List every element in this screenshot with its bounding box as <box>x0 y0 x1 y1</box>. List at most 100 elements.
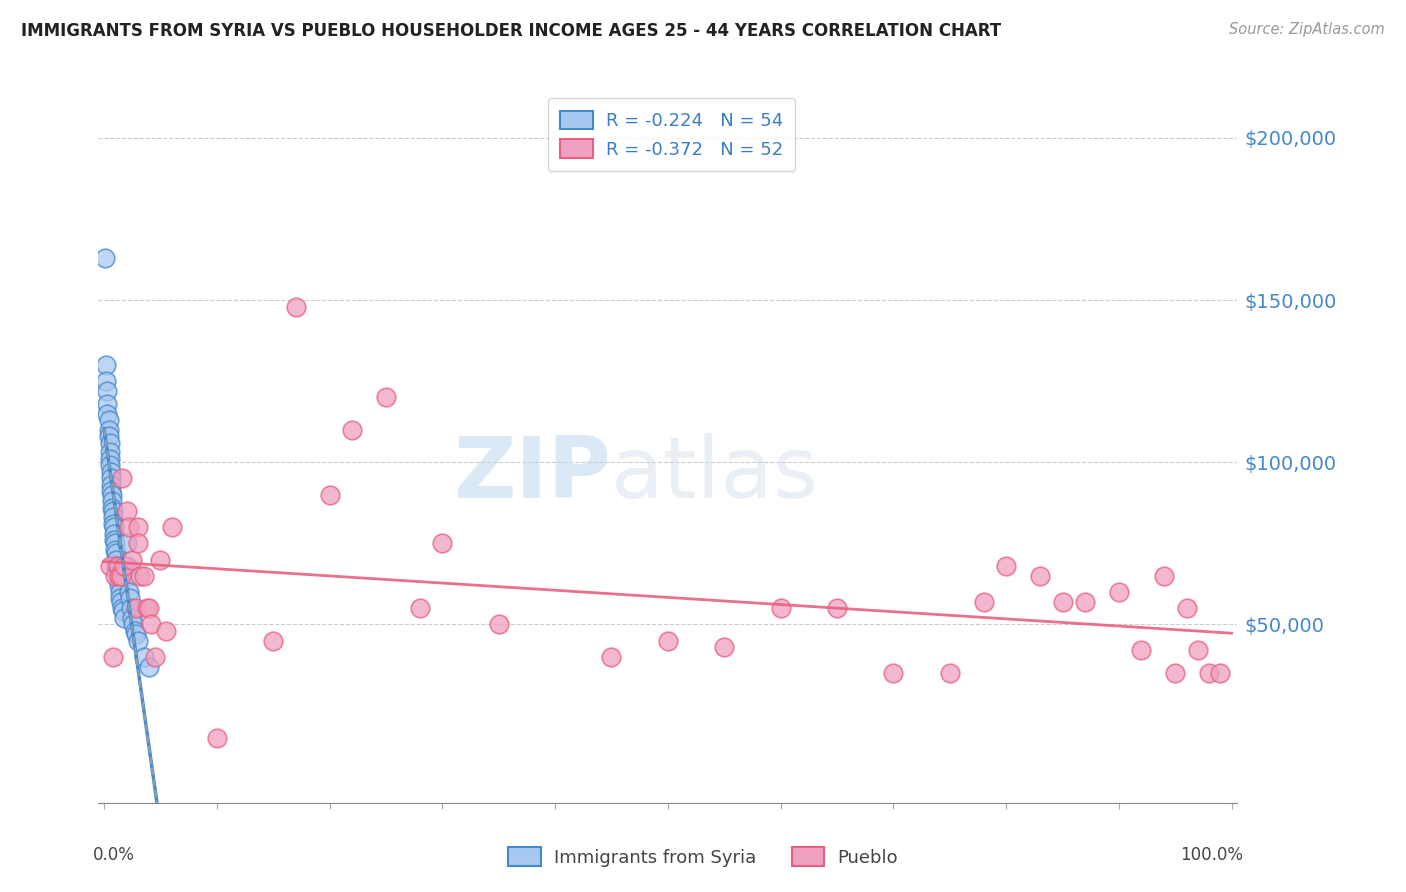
Point <box>143 649 166 664</box>
Point <box>127 633 149 648</box>
Point <box>115 536 138 550</box>
Point <box>995 559 1018 574</box>
Point <box>115 559 138 574</box>
Point <box>107 562 129 576</box>
Point <box>375 390 398 404</box>
Point <box>101 500 124 515</box>
Point <box>205 731 228 745</box>
Point <box>101 494 124 508</box>
Point <box>600 649 623 664</box>
Point <box>1108 585 1130 599</box>
Point <box>1187 643 1209 657</box>
Point <box>103 520 125 534</box>
Point <box>160 520 183 534</box>
Legend: R = -0.224   N = 54, R = -0.372   N = 52: R = -0.224 N = 54, R = -0.372 N = 52 <box>548 98 796 171</box>
Point <box>103 526 125 541</box>
Point <box>882 666 904 681</box>
Point <box>138 601 160 615</box>
Point <box>100 465 122 479</box>
Point <box>120 601 142 615</box>
Point <box>1198 666 1220 681</box>
Point <box>124 627 146 641</box>
Point <box>1175 601 1198 615</box>
Point <box>118 520 141 534</box>
Legend: Immigrants from Syria, Pueblo: Immigrants from Syria, Pueblo <box>501 840 905 874</box>
Point <box>1029 568 1052 582</box>
Point <box>1130 643 1153 657</box>
Point <box>108 591 131 606</box>
Point <box>101 516 124 531</box>
Text: Source: ZipAtlas.com: Source: ZipAtlas.com <box>1229 22 1385 37</box>
Point <box>318 488 340 502</box>
Point <box>98 445 121 459</box>
Point <box>105 559 128 574</box>
Point <box>107 575 129 590</box>
Point <box>713 640 735 654</box>
Point <box>107 559 129 574</box>
Point <box>104 536 127 550</box>
Point <box>284 300 307 314</box>
Point <box>124 601 146 615</box>
Point <box>118 591 141 606</box>
Text: ZIP: ZIP <box>453 433 612 516</box>
Point <box>121 611 143 625</box>
Point <box>149 552 172 566</box>
Point <box>101 488 124 502</box>
Point <box>118 585 141 599</box>
Point <box>129 568 152 582</box>
Point <box>127 536 149 550</box>
Point <box>98 458 121 473</box>
Point <box>107 568 129 582</box>
Point <box>97 413 120 427</box>
Point <box>769 601 792 615</box>
Point <box>97 429 120 443</box>
Point <box>112 559 135 574</box>
Point <box>141 617 163 632</box>
Point <box>98 452 121 467</box>
Point <box>101 649 124 664</box>
Point <box>1209 666 1232 681</box>
Point <box>155 624 177 638</box>
Point <box>105 546 128 560</box>
Point <box>101 504 124 518</box>
Point <box>488 617 510 632</box>
Text: atlas: atlas <box>612 433 818 516</box>
Point <box>938 666 960 681</box>
Point <box>121 552 143 566</box>
Point <box>96 407 118 421</box>
Point <box>96 384 118 398</box>
Point <box>112 611 135 625</box>
Point <box>112 604 135 618</box>
Point <box>97 423 120 437</box>
Point <box>262 633 284 648</box>
Point <box>1153 568 1175 582</box>
Point <box>100 478 122 492</box>
Point <box>98 559 121 574</box>
Point <box>110 568 132 582</box>
Point <box>94 251 117 265</box>
Point <box>117 568 139 582</box>
Point <box>103 533 125 547</box>
Text: IMMIGRANTS FROM SYRIA VS PUEBLO HOUSEHOLDER INCOME AGES 25 - 44 YEARS CORRELATIO: IMMIGRANTS FROM SYRIA VS PUEBLO HOUSEHOL… <box>21 22 1001 40</box>
Point <box>340 423 363 437</box>
Text: 100.0%: 100.0% <box>1180 846 1243 863</box>
Point <box>111 601 134 615</box>
Point <box>104 568 127 582</box>
Point <box>657 633 679 648</box>
Point <box>132 568 155 582</box>
Point <box>104 542 127 557</box>
Point <box>115 504 138 518</box>
Point <box>138 659 160 673</box>
Point <box>100 471 122 485</box>
Point <box>105 552 128 566</box>
Point <box>973 595 995 609</box>
Point <box>98 435 121 450</box>
Point <box>107 578 129 592</box>
Point <box>107 568 129 582</box>
Point <box>100 484 122 499</box>
Point <box>409 601 432 615</box>
Point <box>825 601 848 615</box>
Point <box>132 649 155 664</box>
Point <box>1052 595 1074 609</box>
Point <box>96 358 118 372</box>
